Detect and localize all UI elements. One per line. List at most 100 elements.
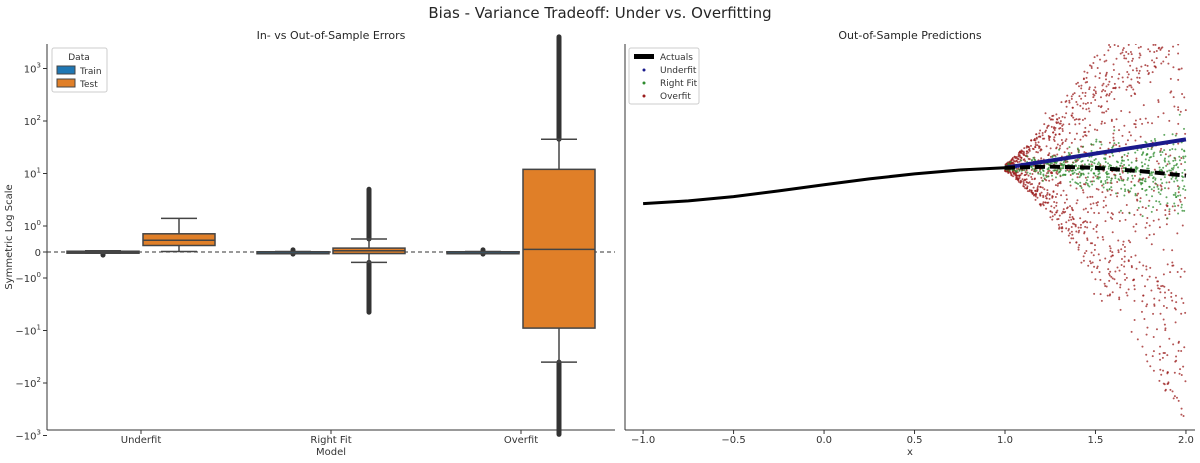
overfit-point xyxy=(1020,149,1023,152)
overfit-point xyxy=(1084,126,1087,129)
overfit-point xyxy=(1118,211,1121,214)
overfit-point xyxy=(1128,111,1131,114)
overfit-point xyxy=(1127,73,1130,76)
right-fit-point xyxy=(1166,202,1169,205)
overfit-point xyxy=(1130,78,1133,81)
right-fit-point xyxy=(1050,162,1053,165)
left-x-tick-label: Underfit xyxy=(121,435,162,446)
overfit-point xyxy=(1077,172,1080,175)
overfit-point xyxy=(1135,69,1138,72)
overfit-point xyxy=(1163,296,1166,299)
overfit-point xyxy=(1105,59,1108,62)
overfit-point xyxy=(1134,119,1137,122)
overfit-point xyxy=(1071,112,1074,115)
overfit-point xyxy=(1048,152,1051,155)
overfit-point xyxy=(1116,195,1119,198)
overfit-point xyxy=(1082,77,1085,80)
right-fit-point xyxy=(1080,187,1083,190)
right-fit-point xyxy=(1095,138,1098,141)
overfit-point xyxy=(1089,64,1092,67)
overfit-point xyxy=(1151,355,1154,358)
overfit-point xyxy=(1169,77,1172,80)
overfit-point xyxy=(1054,133,1057,136)
right-fit-point xyxy=(1068,146,1071,149)
overfit-point xyxy=(1060,139,1063,142)
overfit-point xyxy=(1107,49,1110,52)
overfit-point xyxy=(1094,90,1097,93)
overfit-point xyxy=(1025,173,1028,176)
overfit-point xyxy=(1096,236,1099,239)
overfit-point xyxy=(1041,131,1044,134)
overfit-point xyxy=(1097,212,1100,215)
right-fit-point xyxy=(1129,190,1132,193)
overfit-point xyxy=(1004,170,1007,173)
overfit-point xyxy=(1118,298,1121,301)
overfit-point xyxy=(1112,139,1115,142)
overfit-point xyxy=(1097,105,1100,108)
overfit-point xyxy=(1178,372,1181,375)
right-fit-point xyxy=(1123,183,1126,186)
overfit-point xyxy=(1138,56,1141,59)
overfit-point xyxy=(1048,116,1051,119)
overfit-point xyxy=(1173,105,1176,108)
overfit-point xyxy=(1068,101,1071,104)
overfit-point xyxy=(1080,84,1083,87)
overfit-point xyxy=(1118,219,1121,222)
overfit-point xyxy=(1093,248,1096,251)
overfit-point xyxy=(1004,163,1007,166)
right-fit-point xyxy=(1107,165,1110,168)
overfit-point xyxy=(1127,288,1130,291)
right-fit-point xyxy=(1152,153,1155,156)
overfit-point xyxy=(1180,67,1183,70)
overfit-point xyxy=(1075,100,1078,103)
overfit-point xyxy=(1158,46,1161,49)
right-fit-point xyxy=(1152,171,1155,174)
right-fit-point xyxy=(1159,193,1162,196)
legend-swatch-underfit xyxy=(642,68,646,72)
overfit-point xyxy=(1157,162,1160,165)
right-fit-point xyxy=(1142,151,1145,154)
overfit-point xyxy=(1118,145,1121,148)
overfit-point xyxy=(1177,340,1180,343)
overfit-point xyxy=(1097,188,1100,191)
overfit-point xyxy=(1056,184,1059,187)
overfit-point xyxy=(1152,350,1155,353)
right-fit-point xyxy=(1124,190,1127,193)
overfit-point xyxy=(1052,131,1055,134)
overfit-point xyxy=(1140,65,1143,68)
overfit-point xyxy=(1125,51,1128,54)
overfit-point xyxy=(1106,181,1109,184)
legend-swatch-train xyxy=(56,65,76,75)
overfit-point xyxy=(1132,88,1135,91)
overfit-point xyxy=(1145,221,1148,224)
overfit-point xyxy=(1072,93,1075,96)
overfit-point xyxy=(1131,57,1134,60)
overfit-point xyxy=(1039,135,1042,138)
overfit-point xyxy=(1043,188,1046,191)
overfit-point xyxy=(1085,76,1088,79)
overfit-point xyxy=(1119,52,1122,55)
left-y-tick-label: 102 xyxy=(24,114,41,128)
overfit-point xyxy=(1093,292,1096,295)
right-fit-point xyxy=(1100,181,1103,184)
overfit-point xyxy=(1038,182,1041,185)
right-fit-point xyxy=(1118,179,1121,182)
right-fit-point xyxy=(1110,186,1113,189)
overfit-point xyxy=(1090,251,1093,254)
overfit-point xyxy=(1159,291,1162,294)
right-fit-point xyxy=(1134,166,1137,169)
right-fit-point xyxy=(1177,212,1180,215)
right-fit-point xyxy=(1184,161,1187,164)
right-fit-point xyxy=(1119,209,1122,212)
overfit-point xyxy=(1157,218,1160,221)
overfit-point xyxy=(1076,103,1079,106)
right-fit-point xyxy=(1031,167,1034,170)
overfit-point xyxy=(1070,230,1073,233)
overfit-point xyxy=(1111,217,1114,220)
overfit-point xyxy=(1152,44,1155,46)
right-fit-point xyxy=(1133,184,1136,187)
overfit-points xyxy=(1004,44,1187,417)
overfit-point xyxy=(1127,60,1130,63)
right-fit-point xyxy=(1127,152,1130,155)
right-fit-point xyxy=(1111,145,1114,148)
